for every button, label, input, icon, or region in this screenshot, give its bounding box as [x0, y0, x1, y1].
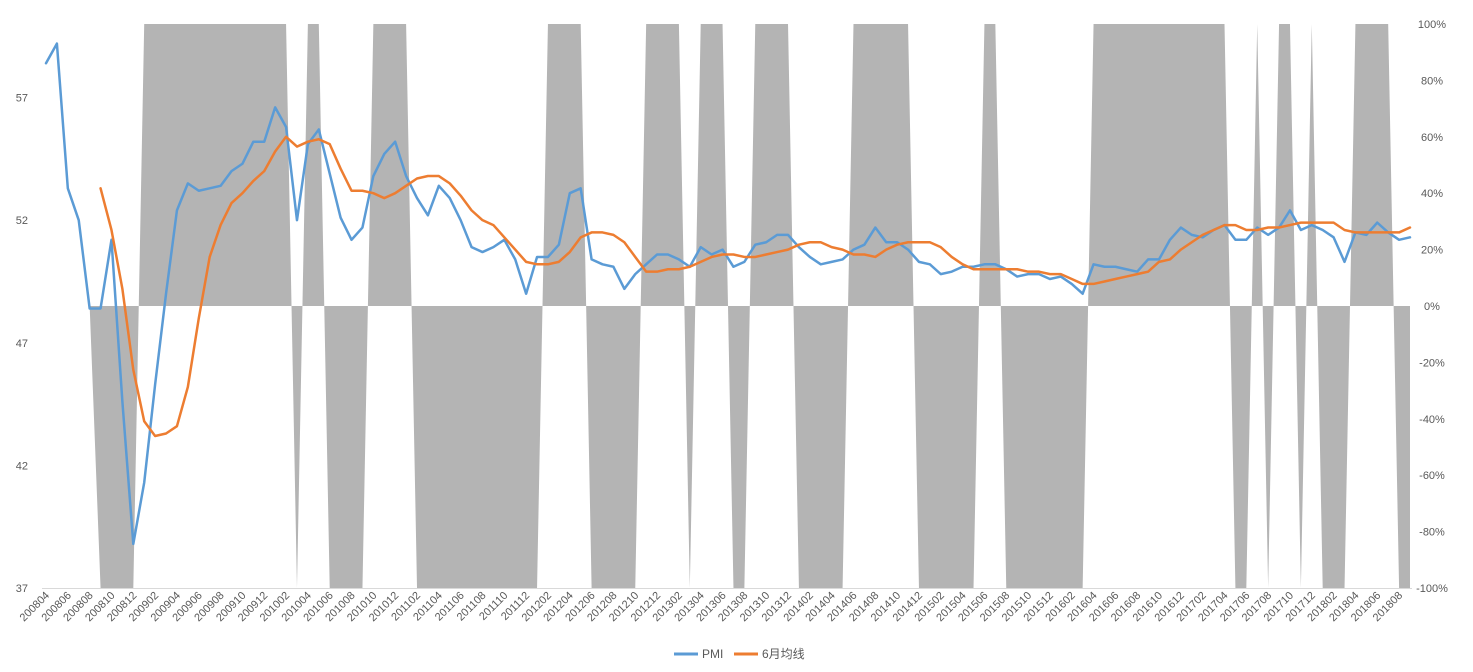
legend: PMI 6月均线	[674, 647, 805, 661]
y-left-tick-label: 57	[16, 93, 28, 105]
pmi-line	[44, 42, 1412, 546]
y-right-tick-label: 60%	[1421, 132, 1443, 144]
y-right-tick-label: -40%	[1419, 414, 1445, 426]
y-left-tick-label: 52	[16, 215, 28, 227]
y-right-tick-label: -100%	[1416, 583, 1448, 595]
y-right-tick-label: -20%	[1419, 357, 1445, 369]
diffusion-area-series	[46, 24, 1410, 588]
y-right-tick-label: 80%	[1421, 75, 1443, 87]
diffusion-area	[46, 24, 1410, 588]
y-left-tick-label: 47	[16, 338, 28, 350]
ma6-line	[99, 135, 1412, 438]
y-left-tick-label: 37	[16, 583, 28, 595]
legend-label-ma6: 6月均线	[762, 647, 805, 661]
line-series	[44, 42, 1412, 546]
y-right-tick-label: -80%	[1419, 527, 1445, 539]
y-right-tick-label: 100%	[1418, 19, 1446, 31]
y-right-tick-label: 40%	[1421, 188, 1443, 200]
y-left-tick-label: 42	[16, 460, 28, 472]
y-right-tick-label: -60%	[1419, 470, 1445, 482]
y-right-tick-label: 20%	[1421, 245, 1443, 257]
y-right-tick-label: 0%	[1424, 301, 1440, 313]
legend-label-pmi: PMI	[702, 647, 723, 661]
